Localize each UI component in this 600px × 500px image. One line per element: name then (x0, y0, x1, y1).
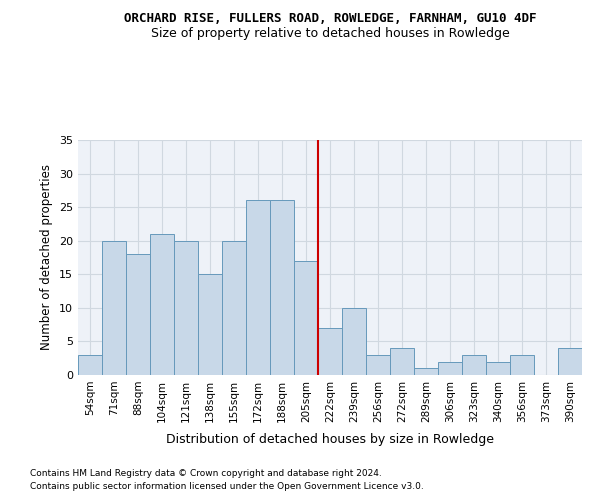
Bar (462, 355, 486, 375)
Bar (174, 240, 198, 375)
Bar (510, 355, 534, 375)
Bar (486, 362, 510, 375)
Text: Contains HM Land Registry data © Crown copyright and database right 2024.: Contains HM Land Registry data © Crown c… (30, 468, 382, 477)
Bar (294, 261, 318, 375)
Bar (198, 274, 222, 375)
Bar (366, 355, 390, 375)
Bar (246, 200, 270, 375)
Bar (78, 355, 102, 375)
Bar (438, 362, 462, 375)
Bar (102, 240, 126, 375)
X-axis label: Distribution of detached houses by size in Rowledge: Distribution of detached houses by size … (166, 433, 494, 446)
Text: Size of property relative to detached houses in Rowledge: Size of property relative to detached ho… (151, 28, 509, 40)
Text: Contains public sector information licensed under the Open Government Licence v3: Contains public sector information licen… (30, 482, 424, 491)
Bar (126, 254, 150, 375)
Text: ORCHARD RISE, FULLERS ROAD, ROWLEDGE, FARNHAM, GU10 4DF: ORCHARD RISE, FULLERS ROAD, ROWLEDGE, FA… (124, 12, 536, 26)
Bar (342, 308, 366, 375)
Bar (270, 200, 294, 375)
Bar (150, 234, 174, 375)
Bar (318, 328, 342, 375)
Bar (414, 368, 438, 375)
Bar (222, 240, 246, 375)
Bar (558, 348, 582, 375)
Bar (390, 348, 414, 375)
Y-axis label: Number of detached properties: Number of detached properties (40, 164, 53, 350)
